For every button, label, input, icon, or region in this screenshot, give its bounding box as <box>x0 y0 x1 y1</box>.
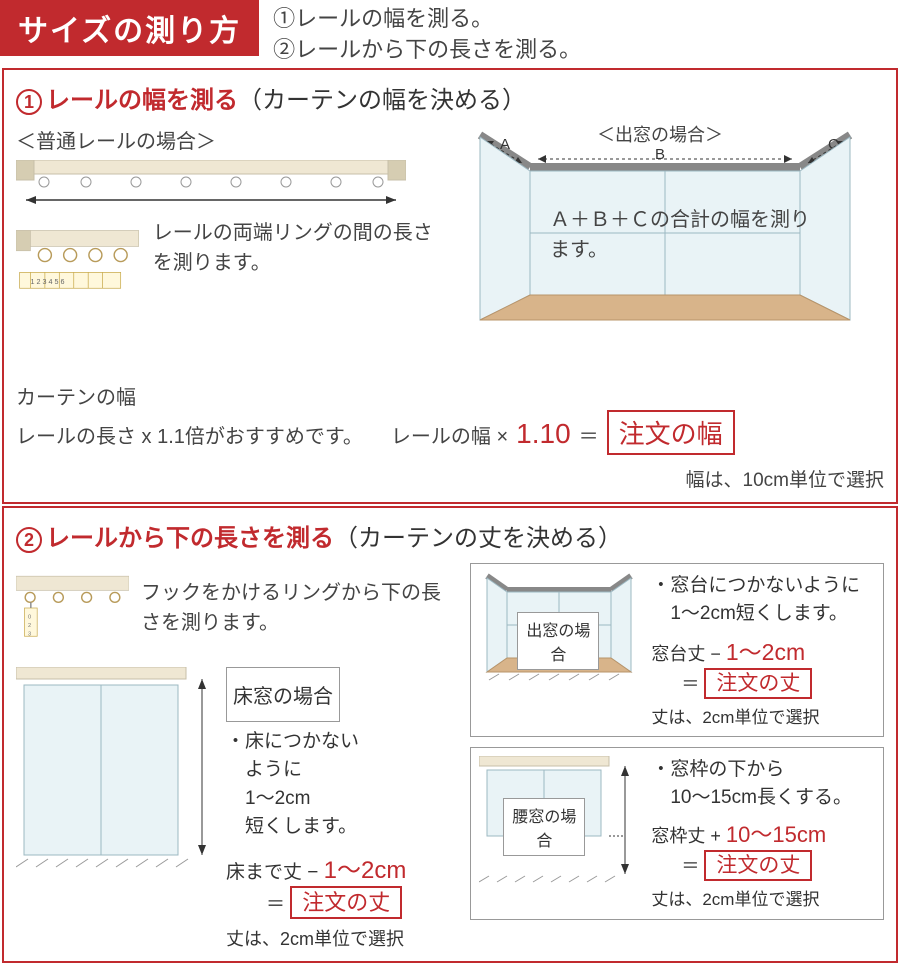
header-row: サイズの測り方 ①レールの幅を測る。 ②レールから下の長さを測る。 <box>0 0 900 66</box>
bay-formula-lhs: 窓台丈 − <box>651 644 721 664</box>
section-1-formula: カーテンの幅 レールの長さ x 1.1倍がおすすめです。 レールの幅 × 1.1… <box>16 381 884 492</box>
waist-type-label: 腰窓の場合 <box>503 798 585 856</box>
rail-width-diagram <box>16 160 406 210</box>
svg-text:1 2 3 4 5 6: 1 2 3 4 5 6 <box>30 277 64 286</box>
title-badge: サイズの測り方 <box>0 0 259 56</box>
waist-formula-lhs: 窓枠丈 + <box>651 826 721 846</box>
bay-result: 注文の丈 <box>704 668 812 699</box>
section-1-left: ＜普通レールの場合＞ <box>16 125 440 365</box>
section-1-red: レールの幅を測る <box>46 87 238 114</box>
formula-lhs: レールの幅 × <box>391 420 508 449</box>
width-note-1: カーテンの幅 <box>16 381 884 410</box>
waist-note: 丈は、2cm単位で選択 <box>651 885 875 910</box>
bay-equals: ＝ <box>681 674 699 694</box>
section-2-sub: （カーテンの丈を決める） <box>334 525 622 552</box>
svg-text:B: B <box>655 146 665 163</box>
floor-formula-lhs: 床まで丈 − <box>226 862 318 883</box>
floor-result: 注文の丈 <box>290 886 402 919</box>
waist-bullet: 10～15cm長くする。 <box>651 784 875 813</box>
floor-type-label: 床窓の場合 <box>226 667 340 722</box>
header-summary: ①レールの幅を測る。 ②レールから下の長さを測る。 <box>259 0 581 66</box>
floor-bullet: 短くします。 <box>226 813 450 842</box>
bay-bullet: 1～2cm短くします。 <box>651 600 875 629</box>
waist-sub-box: 腰窓の場合 ・窓枠の下から 10～15cm長くする。 窓枠丈 + 10〜15cm <box>470 747 884 920</box>
svg-text:＜出窓の場合＞: ＜出窓の場合＞ <box>597 125 723 145</box>
section-2: 2レールから下の長さを測る（カーテンの丈を決める） 0 2 3 <box>2 506 898 963</box>
waist-bullets: ・窓枠の下から 10～15cm長くする。 <box>651 756 875 813</box>
bay-note: 丈は、2cm単位で選択 <box>651 703 875 728</box>
floor-equals: ＝ <box>266 894 285 915</box>
section-1-sub: （カーテンの幅を決める） <box>238 87 526 114</box>
floor-bullet: ・床につかない <box>226 728 450 757</box>
section-2-red: レールから下の長さを測る <box>46 525 334 552</box>
svg-text:0: 0 <box>28 614 31 620</box>
waist-result: 注文の丈 <box>704 850 812 881</box>
multiplier: 1.10 <box>516 418 571 450</box>
section-1-row: ＜普通レールの場合＞ <box>16 125 884 365</box>
summary-line-1: ①レールの幅を測る。 <box>273 4 581 35</box>
equals: ＝ <box>579 420 599 449</box>
bay-bullets: ・窓台につかないように 1～2cm短くします。 <box>651 572 875 629</box>
rail-ring-closeup: 1 2 3 4 5 6 <box>16 218 139 308</box>
floor-bullet: 1～2cm <box>226 785 450 814</box>
section-2-title: 2レールから下の長さを測る（カーテンの丈を決める） <box>16 518 884 553</box>
waist-bullet: ・窓枠の下から <box>651 756 875 785</box>
width-note-2: レールの長さ x 1.1倍がおすすめです。 <box>16 420 363 449</box>
section-1-right: ＜出窓の場合＞ A B C <box>460 125 884 365</box>
section-2-row: 0 2 3 フックをかけるリングから下の長さを測ります。 <box>16 563 884 951</box>
hook-desc: フックをかけるリングから下の長さを測ります。 <box>141 578 450 638</box>
floor-window-diagram <box>16 667 216 877</box>
summary-line-2: ②レールから下の長さを測る。 <box>273 35 581 66</box>
section-1-num: 1 <box>16 89 42 115</box>
floor-bullet: ように <box>226 756 450 785</box>
bay-window-desc: Ａ＋Ｂ＋Ｃの合計の幅を測ります。 <box>550 205 810 265</box>
svg-text:2: 2 <box>28 623 31 629</box>
section-1-title: 1レールの幅を測る（カーテンの幅を決める） <box>16 80 884 115</box>
section-1-note: 幅は、10cm単位で選択 <box>16 465 884 492</box>
waist-equals: ＝ <box>681 856 699 876</box>
bay-bullet: ・窓台につかないように <box>651 572 875 601</box>
section-2-num: 2 <box>16 527 42 553</box>
floor-note: 丈は、2cm単位で選択 <box>226 925 450 951</box>
floor-bullets: ・床につかない ように 1～2cm 短くします。 <box>226 728 450 842</box>
page-container: サイズの測り方 ①レールの幅を測る。 ②レールから下の長さを測る。 1レールの幅… <box>0 0 900 963</box>
bay-type-label: 出窓の場合 <box>517 612 599 670</box>
order-width-box: 注文の幅 <box>607 410 735 455</box>
bay-adj: 1〜2cm <box>726 639 805 665</box>
section-2-right-col: 出窓の場合 ・窓台につかないように 1～2cm短くします。 窓台丈 − 1〜2c… <box>470 563 884 951</box>
bay-sub-box: 出窓の場合 ・窓台につかないように 1～2cm短くします。 窓台丈 − 1〜2c… <box>470 563 884 737</box>
section-1: 1レールの幅を測る（カーテンの幅を決める） ＜普通レールの場合＞ <box>2 68 898 504</box>
floor-adj: 1〜2cm <box>324 857 407 884</box>
section-2-left-col: 0 2 3 フックをかけるリングから下の長さを測ります。 <box>16 563 450 951</box>
svg-text:3: 3 <box>28 631 31 637</box>
hook-diagram: 0 2 3 <box>16 563 129 653</box>
normal-rail-desc: レールの両端リングの間の長さを測ります。 <box>153 218 440 278</box>
waist-adj: 10〜15cm <box>726 822 826 847</box>
normal-rail-label: ＜普通レールの場合＞ <box>16 125 440 154</box>
